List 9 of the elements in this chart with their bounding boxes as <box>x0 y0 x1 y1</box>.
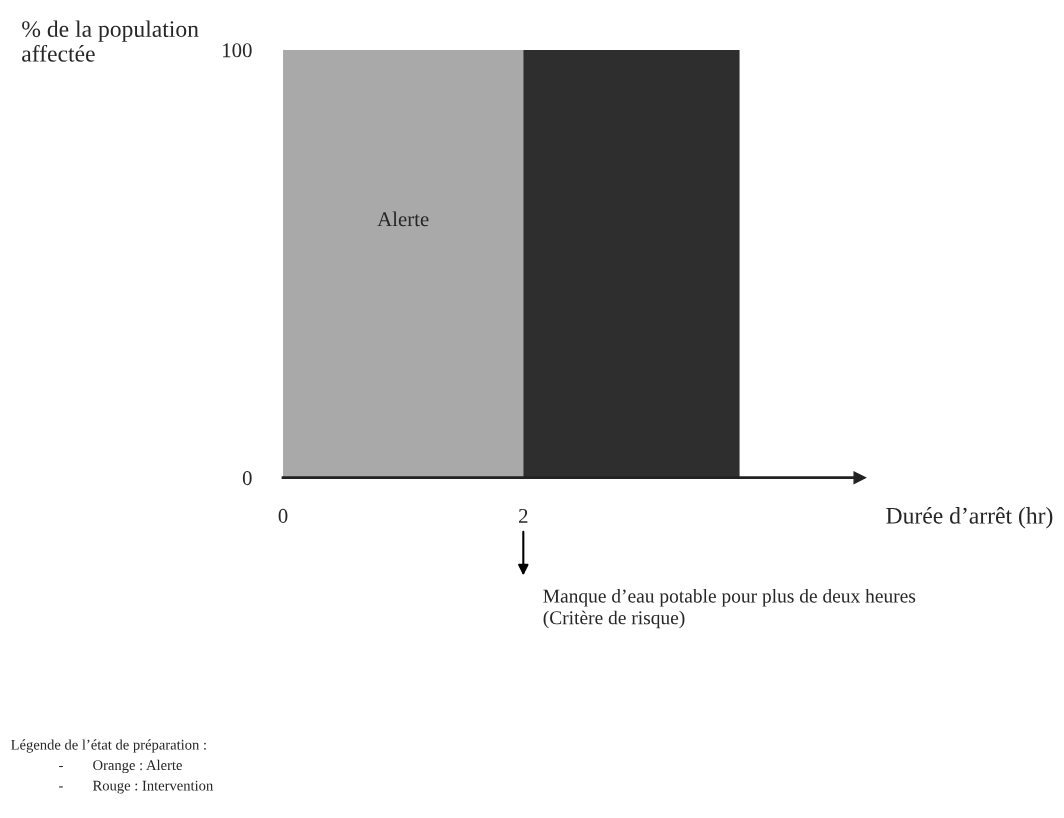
text: Manque d’eau potable pour plus de deux heures (Critère de risque) <box>543 588 916 629</box>
x-axis-title: Durée d’arrêt (hr) <box>886 507 1053 529</box>
text: Légende de l’état de préparation : <box>11 739 206 753</box>
text: - Rouge : Intervention <box>59 780 214 794</box>
y-tick-label: 100 <box>223 43 252 58</box>
y-axis-title: % de la population affectée <box>22 20 199 62</box>
x-tick-label: 2 <box>519 508 528 523</box>
series-label: Alerte <box>377 211 429 227</box>
text: - Orange : Alerte <box>59 759 182 774</box>
